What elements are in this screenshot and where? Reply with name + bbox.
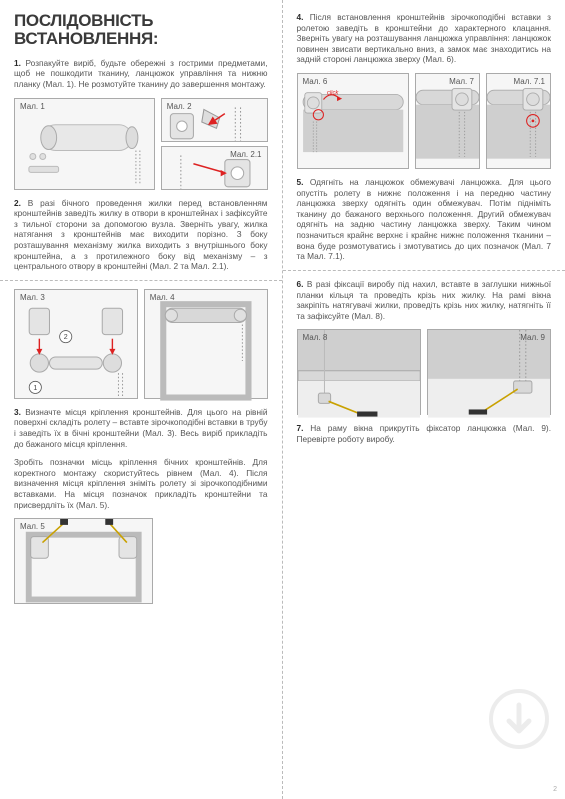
- figure-4: Мал. 4: [144, 289, 268, 399]
- right-column: 4. Після встановлення кронштейнів зірочк…: [283, 0, 565, 799]
- figure-3: Мал. 3 2 1: [14, 289, 138, 399]
- svg-text:1: 1: [33, 384, 37, 392]
- figure-1: Мал. 1: [14, 98, 155, 190]
- step-3b-text: Зробіть позначки місць кріплення бічних …: [14, 457, 268, 510]
- fig-8-label: Мал. 8: [303, 333, 328, 342]
- step-5-text: 5. Одягніть на ланцюжок обмежувачі ланцю…: [297, 177, 552, 262]
- fig-row-4: Мал. 8 Мал. 9: [297, 329, 552, 415]
- svg-text:2: 2: [64, 333, 68, 341]
- fig-3-illustration: 2 1: [15, 290, 137, 402]
- fig-5-label: Мал. 5: [20, 522, 45, 531]
- page-number: 2: [553, 786, 557, 793]
- figure-5: Мал. 5: [14, 518, 153, 604]
- separator-left: [0, 280, 282, 281]
- fig-row-1: Мал. 1 Мал. 2: [14, 98, 268, 190]
- fig-3-label: Мал. 3: [20, 293, 45, 302]
- main-title: ПОСЛІДОВНІСТЬ ВСТАНОВЛЕННЯ:: [14, 12, 268, 48]
- figure-2: Мал. 2: [161, 98, 268, 142]
- step-2-text: 2. В разі бічного проведення жилки перед…: [14, 198, 268, 272]
- fig-9-label: Мал. 9: [520, 333, 545, 342]
- fig-21-label: Мал. 2.1: [230, 150, 261, 159]
- figure-9: Мал. 9: [427, 329, 551, 415]
- fig-7-illustration: [416, 74, 479, 160]
- step-1-text: 1. Розпакуйте виріб, будьте обережні з г…: [14, 58, 268, 90]
- left-column: ПОСЛІДОВНІСТЬ ВСТАНОВЛЕННЯ: 1. Розпакуйт…: [0, 0, 283, 799]
- watermark-icon: [487, 687, 551, 751]
- fig-6-label: Мал. 6: [303, 77, 328, 86]
- figure-7-1: Мал. 7.1: [486, 73, 551, 169]
- figure-8: Мал. 8: [297, 329, 421, 415]
- fig-row-3: Мал. 6 click Мал. 7: [297, 73, 552, 169]
- step-7-text: 7. На раму вікна прикрутіть фіксатор лан…: [297, 423, 552, 444]
- fig-6-illustration: click: [298, 74, 408, 155]
- figure-6: Мал. 6 click: [297, 73, 409, 169]
- step-6-text: 6. В разі фіксації виробу під нахил, вст…: [297, 279, 552, 321]
- fig-2-label: Мал. 2: [167, 102, 192, 111]
- figure-7: Мал. 7: [415, 73, 480, 169]
- figure-2-1: Мал. 2.1: [161, 146, 268, 190]
- fig-1-label: Мал. 1: [20, 102, 45, 111]
- step-4-text: 4. Після встановлення кронштейнів зірочк…: [297, 12, 552, 65]
- fig-8-illustration: [298, 330, 420, 418]
- fig-5-illustration: [15, 519, 152, 603]
- fig-71-label: Мал. 7.1: [514, 77, 545, 86]
- fig-4-illustration: [145, 290, 267, 402]
- fig-71-illustration: [487, 74, 550, 160]
- step-3a-text: 3. Визначте місця кріплення кронштейнів.…: [14, 407, 268, 449]
- fig-7-label: Мал. 7: [449, 77, 474, 86]
- fig-9-illustration: [428, 330, 550, 418]
- fig-1-illustration: [15, 99, 154, 190]
- fig-4-label: Мал. 4: [150, 293, 175, 302]
- separator-right: [283, 270, 565, 271]
- fig-row-2: Мал. 3 2 1 Мал. 4: [14, 289, 268, 399]
